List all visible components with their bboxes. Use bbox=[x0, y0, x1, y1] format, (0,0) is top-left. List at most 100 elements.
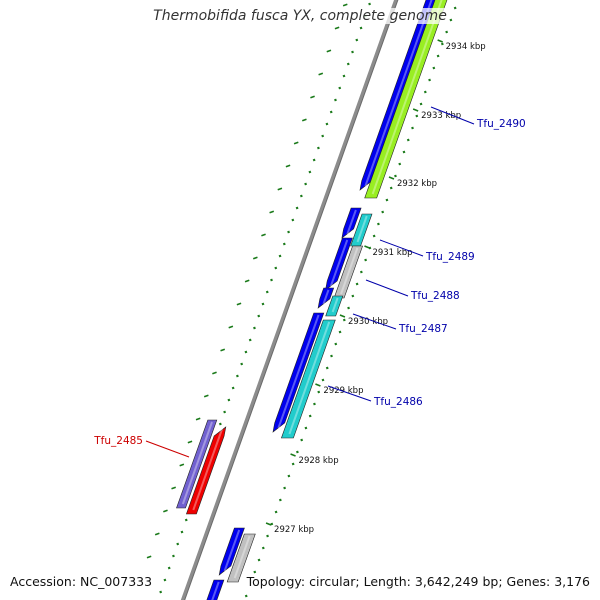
dotted-tick bbox=[248, 338, 252, 342]
dotted-tick bbox=[351, 294, 355, 298]
feature-tfu2488-highlight bbox=[340, 247, 359, 295]
gene-label: Tfu_2489 bbox=[425, 251, 475, 263]
minor-tick bbox=[269, 210, 275, 214]
minor-tick bbox=[212, 371, 217, 375]
genome-summary-text: Topology: circular; Length: 3,642,249 bp… bbox=[244, 574, 592, 589]
dotted-tick bbox=[321, 378, 325, 382]
dotted-tick bbox=[402, 150, 406, 154]
minor-tick bbox=[179, 463, 185, 467]
dotted-tick bbox=[283, 486, 287, 490]
dotted-tick bbox=[338, 330, 342, 334]
dotted-tick bbox=[325, 366, 329, 370]
feature-small-b-highlight bbox=[356, 215, 368, 243]
kbp-label: 2932 kbp bbox=[397, 179, 437, 189]
minor-tick bbox=[187, 440, 193, 444]
feature-small-d-highlight bbox=[331, 297, 339, 313]
feature-tfu2485-right-body bbox=[185, 426, 227, 515]
minor-tick bbox=[154, 532, 160, 536]
map-title: Thermobifida fusca YX, complete genome bbox=[0, 8, 600, 24]
dotted-tick bbox=[240, 362, 244, 366]
dotted-tick bbox=[257, 314, 261, 318]
dotted-tick bbox=[308, 170, 312, 174]
feature-bottom-c-body bbox=[206, 579, 225, 600]
dotted-tick bbox=[321, 134, 325, 138]
dotted-tick bbox=[244, 350, 248, 354]
feature-tfu2486-right-body bbox=[280, 319, 336, 439]
dotted-tick bbox=[291, 218, 295, 222]
feature-small-c-body bbox=[317, 287, 335, 309]
kbp-label: 2930 kbp bbox=[348, 317, 388, 327]
minor-tick bbox=[318, 72, 324, 76]
backbone-shadow bbox=[184, 0, 399, 600]
dotted-tick bbox=[299, 194, 303, 198]
feature-small-a-highlight bbox=[346, 209, 357, 235]
dotted-tick bbox=[330, 354, 333, 358]
feature-bottom-a-highlight bbox=[223, 529, 241, 572]
kbp-tick bbox=[437, 39, 443, 43]
dotted-tick bbox=[184, 518, 188, 522]
dotted-tick bbox=[176, 542, 180, 546]
dotted-tick bbox=[364, 258, 368, 262]
feature-small-a bbox=[341, 207, 362, 239]
dotted-tick bbox=[423, 90, 427, 94]
gene-leader-line bbox=[352, 313, 397, 330]
dotted-tick bbox=[342, 74, 346, 78]
minor-tick bbox=[334, 26, 340, 30]
feature-bottom-c-highlight bbox=[211, 581, 220, 600]
dotted-tick bbox=[231, 386, 235, 390]
dotted-tick bbox=[445, 30, 449, 34]
dotted-tick bbox=[377, 222, 380, 226]
gene-label: Tfu_2487 bbox=[398, 323, 448, 335]
minor-tick bbox=[220, 348, 226, 352]
feature-tfu2485-right bbox=[185, 426, 227, 515]
feature-small-a-body bbox=[341, 207, 362, 239]
feature-bottom-c bbox=[206, 579, 225, 600]
feature-tfu2486-left-highlight bbox=[277, 314, 320, 429]
dotted-tick bbox=[432, 66, 436, 70]
minor-tick bbox=[252, 256, 258, 260]
minor-tick bbox=[163, 509, 168, 513]
dotted-tick bbox=[411, 126, 414, 130]
map-title-text: Thermobifida fusca YX, complete genome bbox=[153, 8, 447, 24]
backbone bbox=[180, 0, 399, 600]
gene-label: Tfu_2488 bbox=[410, 290, 460, 302]
dotted-tick bbox=[406, 138, 410, 142]
minor-tick bbox=[236, 302, 242, 306]
kbp-tick bbox=[315, 383, 321, 387]
minor-tick bbox=[293, 141, 299, 145]
feature-bottom-b-highlight bbox=[233, 535, 251, 579]
feature-small-c bbox=[317, 287, 335, 309]
feature-tfu2486-right-highlight bbox=[288, 321, 331, 435]
dotted-tick bbox=[278, 498, 282, 502]
minor-tick bbox=[171, 486, 177, 490]
kbp-tick bbox=[412, 108, 419, 112]
kbp-tick bbox=[364, 245, 370, 249]
minor-tick bbox=[228, 325, 234, 329]
feature-tfu2489-body bbox=[325, 237, 353, 291]
feature-tfu2486-left-body bbox=[272, 312, 325, 433]
kbp-label: 2931 kbp bbox=[372, 248, 412, 258]
feature-bottom-b bbox=[226, 533, 256, 583]
accession-text: Accession: NC_007333 bbox=[8, 574, 155, 589]
dotted-tick bbox=[295, 450, 299, 454]
dotted-tick bbox=[372, 234, 376, 238]
dotted-tick bbox=[159, 590, 163, 594]
dotted-tick bbox=[261, 302, 265, 306]
minor-tick bbox=[261, 233, 266, 237]
dotted-tick bbox=[270, 278, 273, 282]
dotted-tick bbox=[329, 110, 333, 114]
dotted-tick bbox=[389, 186, 393, 190]
dotted-tick bbox=[313, 402, 316, 406]
dotted-tick bbox=[351, 50, 354, 54]
feature-tfu2490-left-highlight bbox=[364, 0, 433, 187]
dotted-tick bbox=[381, 210, 385, 214]
dotted-tick bbox=[428, 78, 431, 82]
dotted-tick bbox=[218, 422, 222, 426]
kbp-label: 2934 kbp bbox=[446, 42, 486, 52]
dotted-tick bbox=[317, 390, 321, 394]
dotted-tick bbox=[415, 114, 419, 118]
dotted-tick bbox=[282, 242, 286, 246]
kbp-label: 2933 kbp bbox=[421, 111, 461, 121]
feature-tfu2488-body bbox=[333, 245, 364, 299]
dotted-tick bbox=[265, 290, 269, 294]
